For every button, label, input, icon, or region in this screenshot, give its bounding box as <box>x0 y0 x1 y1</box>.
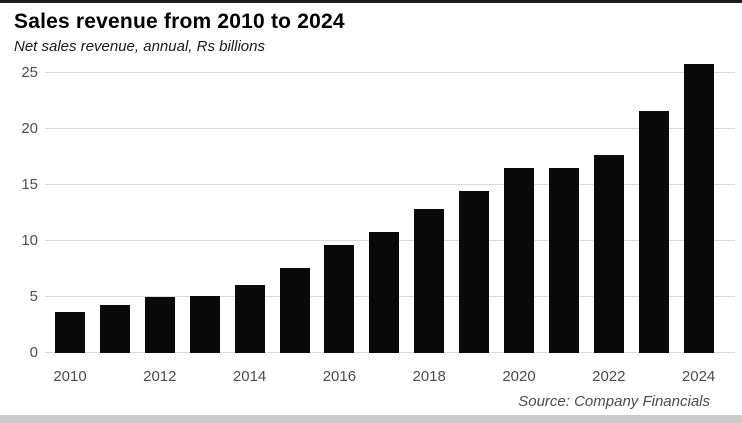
bar-2017 <box>369 232 400 353</box>
bar-2023 <box>638 111 669 353</box>
x-tick-label-2010: 2010 <box>53 368 87 385</box>
bar-2012 <box>144 297 175 353</box>
gridline-25 <box>45 72 735 73</box>
y-tick-label-15: 15 <box>21 176 38 193</box>
x-tick-label-2014: 2014 <box>232 368 267 385</box>
bar-2016 <box>324 245 355 353</box>
source-note: Source: Company Financials <box>518 393 710 410</box>
y-tick-label-25: 25 <box>21 64 38 81</box>
gridline-20 <box>45 128 735 129</box>
bar-2014 <box>234 285 265 353</box>
y-tick-label-10: 10 <box>21 232 38 249</box>
chart-subtitle: Net sales revenue, annual, Rs billions <box>14 38 265 55</box>
bar-2010 <box>55 312 85 353</box>
x-tick-label-2020: 2020 <box>502 368 536 385</box>
y-tick-label-20: 20 <box>21 120 38 137</box>
x-tick-label-2018: 2018 <box>412 368 446 385</box>
bar-2024 <box>683 64 714 353</box>
y-tick-label-5: 5 <box>29 288 38 305</box>
bar-2020 <box>504 168 534 353</box>
y-tick-label-0: 0 <box>29 344 38 361</box>
x-tick-label-2016: 2016 <box>322 368 357 385</box>
chart-title: Sales revenue from 2010 to 2024 <box>14 10 345 33</box>
bar-2022 <box>593 155 624 353</box>
bar-2018 <box>414 209 445 353</box>
bottom-edge-strip <box>0 415 742 423</box>
gridline-15 <box>45 184 735 185</box>
bar-2011 <box>99 305 130 353</box>
x-tick-label-2024: 2024 <box>681 368 716 385</box>
plot-area <box>45 64 735 353</box>
bar-2013 <box>189 296 220 353</box>
bar-2021 <box>548 168 579 353</box>
bar-2019 <box>459 191 490 353</box>
x-tick-label-2012: 2012 <box>143 368 177 385</box>
x-tick-label-2022: 2022 <box>592 368 626 385</box>
bar-2015 <box>279 268 310 353</box>
top-border-rule <box>0 0 742 3</box>
